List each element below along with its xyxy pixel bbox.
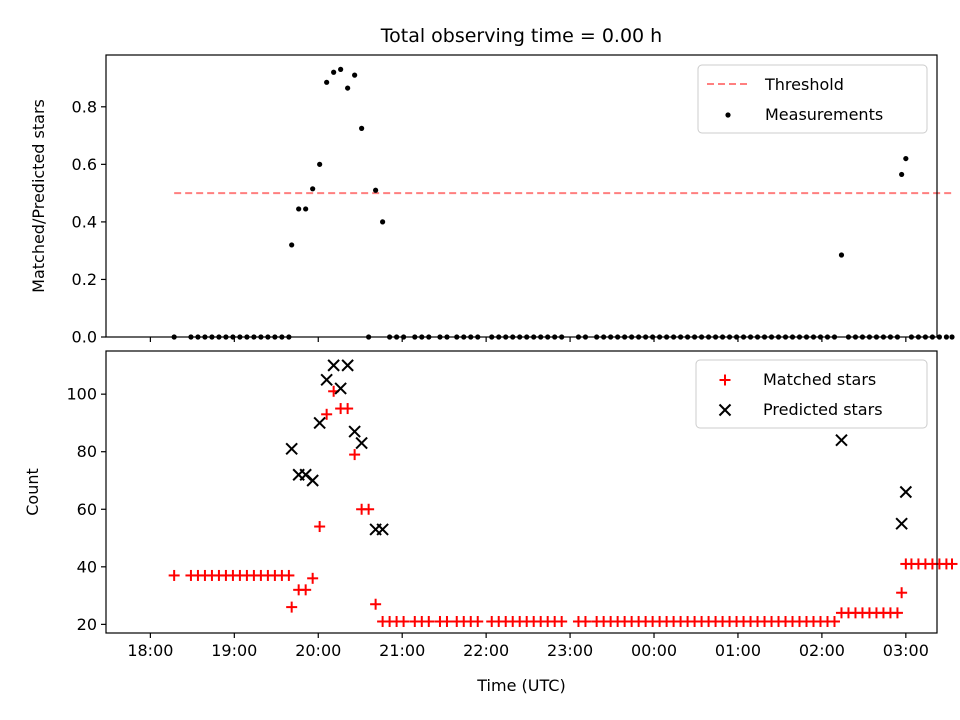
x-tick-label: 22:00 <box>463 641 509 660</box>
measurement-point <box>352 72 358 78</box>
measurement-point <box>303 206 309 212</box>
measurement-point <box>345 85 351 91</box>
matched-star-point <box>556 615 568 627</box>
matched-star-point <box>472 615 484 627</box>
x-tick-label: 21:00 <box>379 641 425 660</box>
predicted-star-point <box>334 382 347 395</box>
matched-star-point <box>828 615 840 627</box>
matched-star-point <box>321 408 333 420</box>
y-tick-label: 40 <box>77 557 97 576</box>
matched-star-point <box>349 449 361 461</box>
matched-star-point <box>579 615 591 627</box>
x-tick-label: 02:00 <box>799 641 845 660</box>
predicted-star-point <box>285 442 298 456</box>
measurement-point <box>943 334 950 340</box>
matched-star-point <box>398 615 410 627</box>
predicted-star-point <box>313 416 326 430</box>
predicted-star-point <box>376 523 389 536</box>
measurement-point <box>936 334 943 340</box>
measurement-point <box>324 79 330 85</box>
x-tick-label: 00:00 <box>631 641 677 660</box>
predicted-star-point <box>355 436 368 450</box>
x-tick-label: 20:00 <box>295 641 341 660</box>
top-axes-frame <box>105 54 938 338</box>
predicted-star-point <box>895 517 908 530</box>
bottom-y-axis-label: Count <box>23 468 42 516</box>
measurement-point <box>338 66 344 72</box>
matched-star-point <box>286 601 298 613</box>
matched-star-point <box>423 615 435 627</box>
measurement-point <box>949 334 955 340</box>
bottom-axes-frame <box>105 350 938 634</box>
matched-star-point <box>441 615 453 627</box>
predicted-star-point <box>327 359 340 372</box>
legend-x-marker <box>718 403 732 417</box>
matched-star-point <box>168 569 180 581</box>
predicted-star-point <box>899 485 913 499</box>
bottom-panel: Count Time (UTC) 20 40 60 80 100 18:00 19:00 2… <box>23 350 958 695</box>
predicted-star-point <box>341 359 354 372</box>
x-axis-label: Time (UTC) <box>476 676 565 695</box>
measurement-point <box>359 125 365 131</box>
y-tick-label: 0.0 <box>72 328 97 347</box>
measurement-point <box>373 187 379 193</box>
measurement-point <box>310 186 316 192</box>
top-y-ticks: 0.0 0.2 0.4 0.6 0.8 <box>72 97 106 347</box>
y-tick-label: 80 <box>77 442 97 461</box>
matched-star-point <box>342 403 354 415</box>
x-tick-label: 19:00 <box>211 641 257 660</box>
y-tick-label: 0.8 <box>72 97 97 116</box>
x-tick-label: 18:00 <box>127 641 173 660</box>
predicted-star-point <box>306 474 319 487</box>
y-tick-label: 100 <box>66 385 97 404</box>
measurement-point <box>903 155 909 162</box>
matched-star-point <box>891 607 903 619</box>
bottom-x-ticks: 18:00 19:00 20:00 21:00 22:00 23:00 00:00 01:00… <box>127 633 929 660</box>
legend-predicted-label: Predicted stars <box>763 400 883 419</box>
bottom-legend-box <box>695 359 928 429</box>
matched-star-point <box>283 569 295 581</box>
measurement-point <box>380 219 386 225</box>
matched-star-point <box>946 558 958 570</box>
measurement-point <box>317 161 323 167</box>
legend-plus-marker <box>719 374 731 386</box>
measurement-point <box>296 206 302 212</box>
legend-threshold-label: Threshold <box>764 75 844 94</box>
y-tick-label: 60 <box>77 500 97 519</box>
x-tick-label: 23:00 <box>547 641 593 660</box>
matched-star-point <box>363 503 375 515</box>
legend-predicted-swatch <box>718 403 732 417</box>
predicted-star-point <box>348 425 361 438</box>
top-y-axis-label: Matched/Predicted stars <box>29 99 48 293</box>
y-tick-label: 0.2 <box>72 270 97 289</box>
measurement-point <box>899 171 905 178</box>
measurement-point <box>838 252 845 258</box>
legend-measurements-label: Measurements <box>765 105 883 124</box>
measurement-point <box>331 69 337 75</box>
top-legend: Threshold Measurements <box>697 64 928 134</box>
predicted-star-point <box>320 373 333 386</box>
x-tick-label: 03:00 <box>883 641 929 660</box>
top-panel: Total observing time = 0.00 h Matched/Pr… <box>29 25 955 347</box>
x-tick-label: 01:00 <box>715 641 761 660</box>
top-legend-box <box>697 64 928 134</box>
measurement-point <box>289 242 295 248</box>
matched-star-point <box>370 598 382 610</box>
legend-measurements-swatch <box>725 112 731 118</box>
bottom-legend: Matched stars Predicted stars <box>695 359 928 429</box>
legend-matched-swatch <box>719 374 731 386</box>
chart-title: Total observing time = 0.00 h <box>380 25 662 47</box>
matched-star-point <box>314 521 326 533</box>
matched-star-point <box>307 572 319 584</box>
predicted-star-point <box>835 433 848 447</box>
count-points <box>168 359 958 627</box>
bottom-y-ticks: 20 40 60 80 100 <box>66 385 106 634</box>
matched-star-point <box>896 587 908 599</box>
y-tick-label: 20 <box>77 615 97 634</box>
matched-star-point <box>300 584 312 596</box>
y-tick-label: 0.4 <box>72 212 97 231</box>
legend-matched-label: Matched stars <box>763 370 876 389</box>
y-tick-label: 0.6 <box>72 155 97 174</box>
